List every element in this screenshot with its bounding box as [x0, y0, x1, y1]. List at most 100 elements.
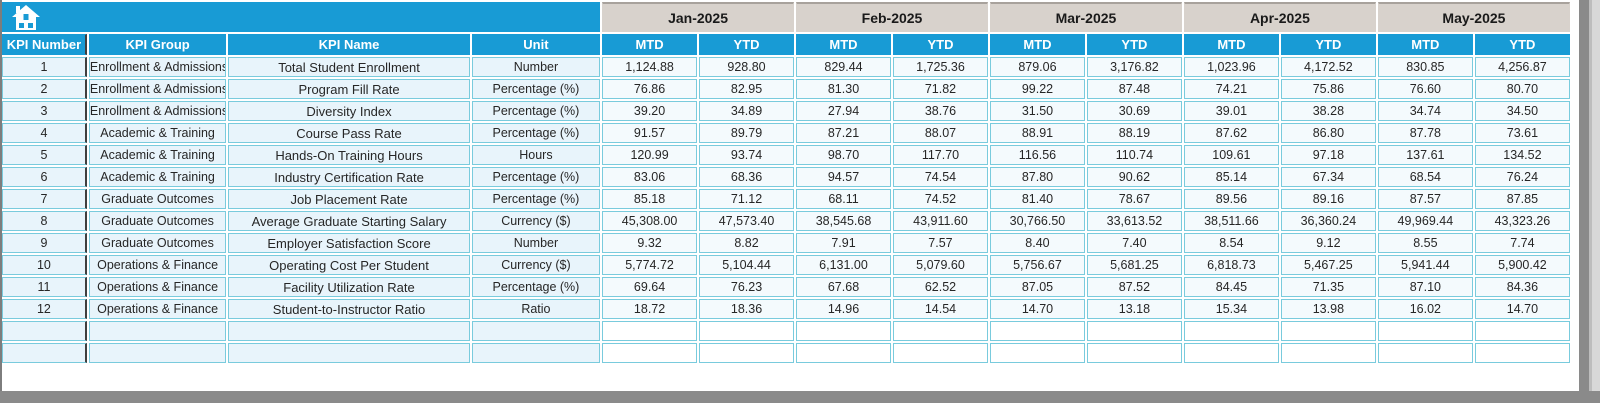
value-cell[interactable]: 87.52 [1086, 277, 1182, 297]
value-cell[interactable]: 98.70 [796, 145, 891, 165]
value-cell[interactable]: 5,756.67 [989, 255, 1085, 275]
value-cell[interactable]: 99.22 [989, 79, 1085, 99]
value-cell[interactable]: 1,725.36 [892, 57, 988, 77]
kpi-name-cell[interactable]: Hands-On Training Hours [228, 145, 470, 165]
value-cell[interactable]: 83.06 [602, 167, 698, 187]
value-cell[interactable]: 89.79 [699, 123, 795, 143]
unit-cell[interactable]: Hours [471, 145, 601, 165]
value-cell[interactable]: 39.20 [602, 101, 698, 121]
value-cell[interactable]: 120.99 [602, 145, 698, 165]
kpi-number-cell[interactable]: 3 [2, 101, 87, 121]
kpi-number-cell[interactable]: 8 [2, 211, 87, 231]
value-cell[interactable]: 90.62 [1086, 167, 1182, 187]
value-cell[interactable]: 76.60 [1377, 79, 1473, 99]
kpi-name-cell[interactable]: Course Pass Rate [228, 123, 470, 143]
value-cell[interactable]: 15.34 [1183, 299, 1279, 319]
value-cell[interactable]: 1,124.88 [602, 57, 698, 77]
value-cell[interactable]: 88.07 [892, 123, 988, 143]
value-cell[interactable]: 87.78 [1377, 123, 1473, 143]
kpi-group-cell[interactable]: Graduate Outcomes [88, 211, 227, 231]
value-cell[interactable]: 9.12 [1280, 233, 1376, 253]
empty-cell[interactable] [1377, 321, 1473, 341]
value-cell[interactable]: 30,766.50 [989, 211, 1085, 231]
value-cell[interactable]: 85.18 [602, 189, 698, 209]
value-cell[interactable]: 3,176.82 [1086, 57, 1182, 77]
value-cell[interactable]: 97.18 [1280, 145, 1376, 165]
value-cell[interactable]: 73.61 [1474, 123, 1570, 143]
kpi-number-cell[interactable]: 12 [2, 299, 87, 319]
value-cell[interactable]: 86.80 [1280, 123, 1376, 143]
value-cell[interactable]: 34.89 [699, 101, 795, 121]
value-cell[interactable]: 87.10 [1377, 277, 1473, 297]
value-cell[interactable]: 7.91 [796, 233, 891, 253]
empty-cell[interactable] [892, 321, 988, 341]
kpi-number-cell[interactable]: 2 [2, 79, 87, 99]
value-cell[interactable]: 38.76 [892, 101, 988, 121]
value-cell[interactable]: 88.91 [989, 123, 1085, 143]
empty-cell[interactable] [602, 321, 698, 341]
empty-cell[interactable] [892, 343, 988, 363]
value-cell[interactable]: 13.18 [1086, 299, 1182, 319]
value-cell[interactable]: 82.95 [699, 79, 795, 99]
value-cell[interactable]: 62.52 [892, 277, 988, 297]
kpi-group-cell[interactable]: Enrollment & Admissions [88, 57, 227, 77]
value-cell[interactable]: 93.74 [699, 145, 795, 165]
value-cell[interactable]: 1,023.96 [1183, 57, 1279, 77]
value-cell[interactable]: 5,900.42 [1474, 255, 1570, 275]
value-cell[interactable]: 85.14 [1183, 167, 1279, 187]
empty-cell[interactable] [1474, 321, 1570, 341]
unit-cell[interactable]: Percentage (%) [471, 123, 601, 143]
empty-cell[interactable] [471, 321, 601, 341]
value-cell[interactable]: 43,323.26 [1474, 211, 1570, 231]
value-cell[interactable]: 71.82 [892, 79, 988, 99]
kpi-group-cell[interactable]: Operations & Finance [88, 277, 227, 297]
kpi-number-cell[interactable]: 6 [2, 167, 87, 187]
value-cell[interactable]: 49,969.44 [1377, 211, 1473, 231]
value-cell[interactable]: 7.74 [1474, 233, 1570, 253]
kpi-name-cell[interactable]: Industry Certification Rate [228, 167, 470, 187]
value-cell[interactable]: 74.54 [892, 167, 988, 187]
kpi-group-cell[interactable]: Operations & Finance [88, 299, 227, 319]
empty-cell[interactable] [1086, 321, 1182, 341]
value-cell[interactable]: 928.80 [699, 57, 795, 77]
empty-cell[interactable] [796, 343, 891, 363]
value-cell[interactable]: 47,573.40 [699, 211, 795, 231]
kpi-group-cell[interactable]: Operations & Finance [88, 255, 227, 275]
value-cell[interactable]: 76.24 [1474, 167, 1570, 187]
value-cell[interactable]: 74.52 [892, 189, 988, 209]
value-cell[interactable]: 6,131.00 [796, 255, 891, 275]
value-cell[interactable]: 14.70 [989, 299, 1085, 319]
value-cell[interactable]: 38,511.66 [1183, 211, 1279, 231]
value-cell[interactable]: 87.85 [1474, 189, 1570, 209]
unit-cell[interactable]: Percentage (%) [471, 189, 601, 209]
kpi-number-cell[interactable]: 10 [2, 255, 87, 275]
value-cell[interactable]: 87.62 [1183, 123, 1279, 143]
empty-cell[interactable] [1183, 343, 1279, 363]
value-cell[interactable]: 84.45 [1183, 277, 1279, 297]
value-cell[interactable]: 8.40 [989, 233, 1085, 253]
empty-cell[interactable] [88, 343, 227, 363]
empty-cell[interactable] [228, 321, 470, 341]
empty-cell[interactable] [2, 321, 87, 341]
empty-cell[interactable] [471, 343, 601, 363]
value-cell[interactable]: 5,079.60 [892, 255, 988, 275]
empty-cell[interactable] [1280, 343, 1376, 363]
value-cell[interactable]: 89.56 [1183, 189, 1279, 209]
value-cell[interactable]: 14.70 [1474, 299, 1570, 319]
unit-cell[interactable]: Percentage (%) [471, 167, 601, 187]
value-cell[interactable]: 81.40 [989, 189, 1085, 209]
unit-cell[interactable]: Percentage (%) [471, 277, 601, 297]
kpi-name-cell[interactable]: Facility Utilization Rate [228, 277, 470, 297]
kpi-group-cell[interactable]: Enrollment & Admissions [88, 101, 227, 121]
kpi-number-cell[interactable]: 4 [2, 123, 87, 143]
value-cell[interactable]: 5,467.25 [1280, 255, 1376, 275]
value-cell[interactable]: 879.06 [989, 57, 1085, 77]
kpi-number-cell[interactable]: 5 [2, 145, 87, 165]
kpi-name-cell[interactable]: Job Placement Rate [228, 189, 470, 209]
value-cell[interactable]: 71.12 [699, 189, 795, 209]
value-cell[interactable]: 33,613.52 [1086, 211, 1182, 231]
value-cell[interactable]: 38.28 [1280, 101, 1376, 121]
value-cell[interactable]: 69.64 [602, 277, 698, 297]
value-cell[interactable]: 84.36 [1474, 277, 1570, 297]
value-cell[interactable]: 43,911.60 [892, 211, 988, 231]
